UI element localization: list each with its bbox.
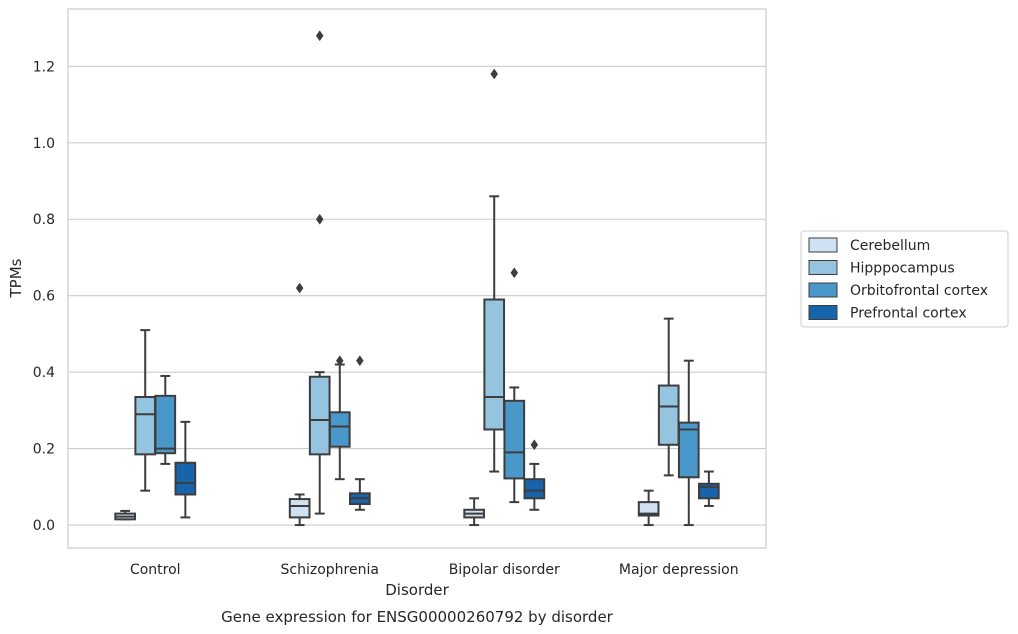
x-axis-title: Disorder [385,581,449,599]
box-iqr [677,421,700,479]
box-cerebellum [637,489,660,527]
box-hipppocampus [657,317,680,477]
box-orbitofrontal-cortex [328,355,351,481]
box-iqr [483,298,506,431]
legend-label: Hipppocampus [850,261,955,277]
box-prefrontal-cortex [174,420,197,519]
box-cerebellum [463,497,485,527]
x-tick-labels: Control Schizophrenia Bipolar disorder Majo… [130,562,739,578]
box-prefrontal-cortex [349,355,371,511]
box-iqr [657,384,680,446]
x-tick-label: Major depression [619,562,739,578]
x-tick-label: Control [130,562,181,578]
y-tick-label: 1.2 [33,59,55,75]
box-hipppocampus [308,30,331,515]
legend: Cerebellum Hipppocampus Orbitofrontal cort… [800,230,1009,328]
y-tick-label: 1.0 [33,136,55,152]
y-axis-title: TPMs [7,258,25,298]
legend-label: Prefrontal cortex [850,306,967,322]
outlier-point [295,282,304,294]
box-iqr [174,461,197,496]
legend-swatch [808,305,838,320]
y-tick-label: 0.4 [33,365,55,381]
legend-swatch [808,282,838,298]
box-cerebellum [114,509,136,521]
outlier-point [315,30,324,42]
box-orbitofrontal-cortex [503,267,526,504]
plot-background [68,9,766,548]
box-cerebellum [288,282,311,527]
box-iqr [637,501,660,517]
box-iqr [503,399,526,480]
box-iqr [154,394,177,455]
box-series [114,30,720,527]
gridlines [68,65,766,526]
x-tick-label: Bipolar disorder [449,562,560,578]
box-iqr [328,411,351,448]
outlier-point [335,355,344,367]
box-orbitofrontal-cortex [677,359,700,527]
legend-swatch [808,260,838,275]
outlier-point [490,68,499,80]
box-orbitofrontal-cortex [154,374,177,465]
y-tick-label: 0.2 [33,442,55,458]
box-iqr [134,396,157,456]
y-tick-label: 0.8 [33,212,55,228]
outlier-point [510,267,519,279]
outlier-point [530,439,539,451]
plot-frame [67,8,767,549]
outlier-point [315,213,324,225]
box-iqr [308,375,331,456]
box-prefrontal-cortex [523,439,546,511]
y-tick-labels: 0.0 0.2 0.4 0.6 0.8 1.0 1.2 [33,59,55,534]
x-tick-label: Schizophrenia [281,562,379,578]
box-prefrontal-cortex [698,470,720,507]
y-tick-label: 0.6 [33,289,55,305]
box-hipppocampus [483,68,506,473]
legend-label: Cerebellum [850,238,930,254]
legend-frame [800,230,1009,328]
box-iqr [288,498,311,519]
legend-label: Orbitofrontal cortex [850,283,988,299]
chart-caption: Gene expression for ENSG00000260792 by d… [221,608,614,626]
legend-swatch [808,237,838,253]
outlier-point [356,355,364,367]
y-tick-label: 0.0 [33,518,55,534]
box-iqr [523,478,546,500]
